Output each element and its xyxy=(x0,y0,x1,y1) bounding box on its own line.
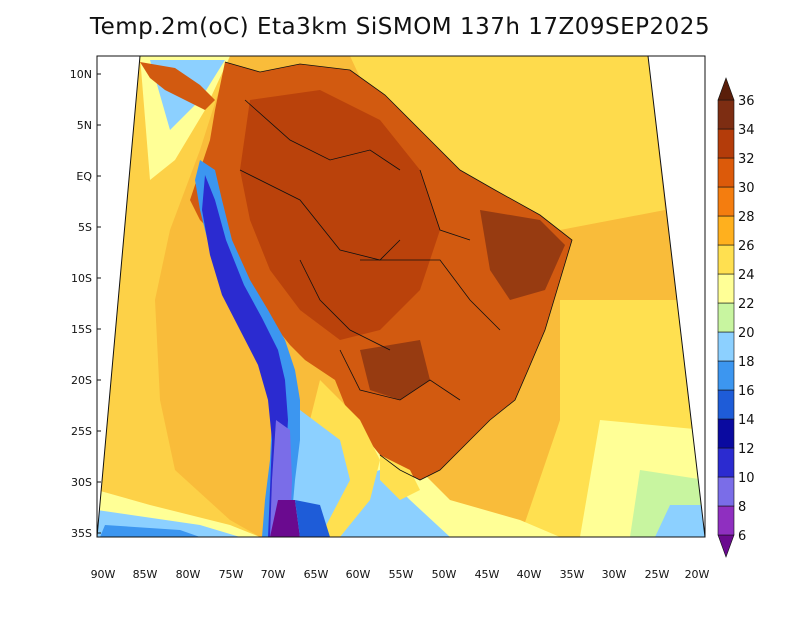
lon-axis: 90W 85W 80W 75W 70W 65W 60W 55W 50W 45W … xyxy=(91,568,710,581)
lon-label: 75W xyxy=(219,568,244,581)
plot-border xyxy=(96,55,706,538)
map-title: Temp.2m(oC) Eta3km SiSMOM 137h 17Z09SEP2… xyxy=(89,14,711,40)
colorbar-label: 28 xyxy=(738,210,755,225)
lon-label: 50W xyxy=(432,568,457,581)
colorbar-swatch xyxy=(717,99,735,130)
lat-label: 25S xyxy=(71,425,92,438)
lat-label: 10N xyxy=(70,68,92,81)
lon-label: 85W xyxy=(133,568,158,581)
lat-label: 5N xyxy=(77,119,92,132)
lon-label: 20W xyxy=(685,568,710,581)
colorbar-swatch xyxy=(717,360,735,391)
colorbar-swatch xyxy=(717,157,735,188)
colorbar-swatch xyxy=(717,331,735,362)
colorbar-label: 12 xyxy=(738,442,755,457)
colorbar-label: 20 xyxy=(738,326,755,341)
lat-label: EQ xyxy=(76,170,92,183)
lon-label: 35W xyxy=(560,568,585,581)
lon-label: 25W xyxy=(645,568,670,581)
colorbar: 6 8 10 12 14 16 18 20 22 24 26 28 30 32 34 36 xyxy=(717,77,755,558)
lat-label: 20S xyxy=(71,374,92,387)
colorbar-label: 16 xyxy=(738,384,755,399)
lon-label: 70W xyxy=(261,568,286,581)
colorbar-swatch xyxy=(717,389,735,420)
colorbar-swatch xyxy=(717,476,735,507)
lon-label: 55W xyxy=(389,568,414,581)
colorbar-swatch xyxy=(717,128,735,159)
colorbar-label: 10 xyxy=(738,471,755,486)
lon-label: 60W xyxy=(346,568,371,581)
colorbar-label: 36 xyxy=(738,94,755,109)
colorbar-label: 26 xyxy=(738,239,755,254)
lon-label: 90W xyxy=(91,568,116,581)
colorbar-swatch xyxy=(717,244,735,275)
lat-label: 35S xyxy=(71,527,92,540)
colorbar-label: 24 xyxy=(738,268,755,283)
colorbar-label: 18 xyxy=(738,355,755,370)
country-borders xyxy=(224,61,573,481)
colorbar-swatch xyxy=(717,505,735,536)
colorbar-swatch xyxy=(717,534,735,558)
colorbar-swatch xyxy=(717,215,735,246)
colorbar-swatch xyxy=(717,186,735,217)
colorbar-label: 22 xyxy=(738,297,755,312)
lon-label: 65W xyxy=(304,568,329,581)
colorbar-label: 34 xyxy=(738,123,755,138)
temperature-field xyxy=(97,56,705,537)
colorbar-label: 30 xyxy=(738,181,755,196)
lat-label: 10S xyxy=(71,272,92,285)
lon-label: 30W xyxy=(602,568,627,581)
lon-label: 40W xyxy=(517,568,542,581)
colorbar-swatch xyxy=(717,447,735,478)
colorbar-swatch xyxy=(717,418,735,449)
colorbar-label: 32 xyxy=(738,152,755,167)
colorbar-swatch xyxy=(717,302,735,333)
lat-label: 15S xyxy=(71,323,92,336)
lat-axis: 10N 5N EQ 5S 10S 15S 20S 25S 30S 35S xyxy=(70,68,101,540)
lat-label: 30S xyxy=(71,476,92,489)
lon-label: 45W xyxy=(475,568,500,581)
colorbar-label: 14 xyxy=(738,413,755,428)
lon-label: 80W xyxy=(176,568,201,581)
colorbar-swatch xyxy=(717,77,735,101)
colorbar-label: 6 xyxy=(738,529,746,544)
lat-label: 5S xyxy=(78,221,92,234)
colorbar-label: 8 xyxy=(738,500,746,515)
colorbar-swatch xyxy=(717,273,735,304)
